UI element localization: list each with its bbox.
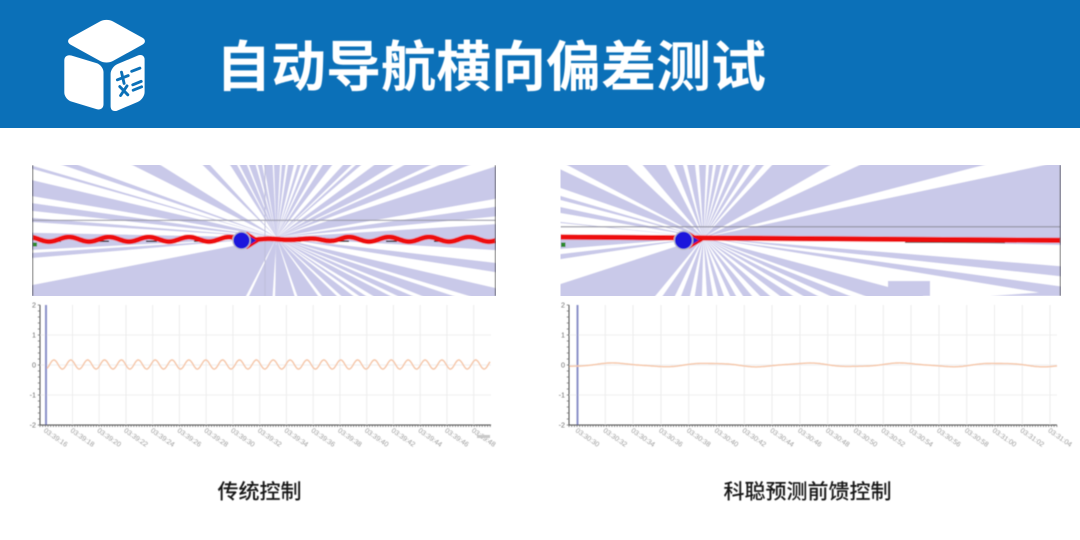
svg-text:-2: -2 <box>559 421 565 430</box>
svg-text:03:30:48: 03:30:48 <box>824 427 850 448</box>
svg-text:03:30:46: 03:30:46 <box>796 427 822 448</box>
svg-text:03:39:24: 03:39:24 <box>149 427 175 448</box>
svg-text:03:39:22: 03:39:22 <box>122 427 148 448</box>
svg-text:1: 1 <box>561 331 565 340</box>
svg-text:03:30:36: 03:30:36 <box>657 427 683 448</box>
svg-text:03:31:02: 03:31:02 <box>1019 427 1045 448</box>
svg-text:03:39:42: 03:39:42 <box>390 427 416 448</box>
svg-text:03:39:26: 03:39:26 <box>176 427 202 448</box>
svg-text:03:30:50: 03:30:50 <box>852 427 878 448</box>
svg-text:1: 1 <box>32 331 36 340</box>
svg-text:03:30:40: 03:30:40 <box>713 427 739 448</box>
svg-text:-1: -1 <box>559 391 565 400</box>
svg-text:-2: -2 <box>30 421 36 430</box>
svg-text:03:30:32: 03:30:32 <box>602 427 628 448</box>
svg-text:03:30:52: 03:30:52 <box>880 427 906 448</box>
svg-text:03:39:32: 03:39:32 <box>256 427 282 448</box>
svg-text:03:31:00: 03:31:00 <box>991 427 1017 448</box>
svg-text:03:30:54: 03:30:54 <box>907 427 933 448</box>
svg-text:03:30:30: 03:30:30 <box>574 427 600 448</box>
svg-text:03:30:56: 03:30:56 <box>935 427 961 448</box>
svg-text:03:39:38: 03:39:38 <box>336 427 362 448</box>
svg-text:03:31:04: 03:31:04 <box>1046 427 1072 448</box>
svg-text:03:39:46: 03:39:46 <box>443 427 469 448</box>
svg-text:03:30:44: 03:30:44 <box>768 427 794 448</box>
svg-text:03:30:34: 03:30:34 <box>629 427 655 448</box>
svg-text:03:30:42: 03:30:42 <box>741 427 767 448</box>
svg-text:03:39:28: 03:39:28 <box>203 427 229 448</box>
svg-text:03:39:18: 03:39:18 <box>69 427 95 448</box>
svg-text:0: 0 <box>32 361 36 370</box>
svg-text:-1: -1 <box>30 391 36 400</box>
svg-text:0: 0 <box>561 361 565 370</box>
svg-text:03:39:20: 03:39:20 <box>96 427 122 448</box>
svg-text:03:39:16: 03:39:16 <box>42 427 68 448</box>
svg-text:03:39:34: 03:39:34 <box>283 427 309 448</box>
svg-text:03:30:38: 03:30:38 <box>685 427 711 448</box>
svg-text:03:39:48: 03:39:48 <box>470 427 496 448</box>
svg-text:03:30:58: 03:30:58 <box>963 427 989 448</box>
svg-text:2: 2 <box>32 301 36 310</box>
svg-text:03:39:36: 03:39:36 <box>310 427 336 448</box>
svg-text:03:39:30: 03:39:30 <box>229 427 255 448</box>
svg-text:03:39:44: 03:39:44 <box>417 427 443 448</box>
svg-text:03:39:40: 03:39:40 <box>363 427 389 448</box>
svg-text:2: 2 <box>561 301 565 310</box>
